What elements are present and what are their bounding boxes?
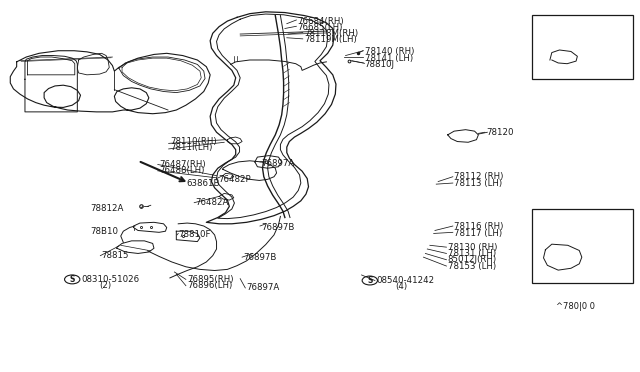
Text: 76630E: 76630E xyxy=(544,219,579,228)
Text: 78117 (LH): 78117 (LH) xyxy=(454,228,502,238)
Bar xyxy=(532,15,633,78)
Text: 78141 (LH): 78141 (LH) xyxy=(365,54,413,62)
Text: 76896(LH): 76896(LH) xyxy=(187,281,232,290)
Text: 76482P: 76482P xyxy=(218,175,250,184)
Text: 78B10: 78B10 xyxy=(90,227,118,236)
Text: 78116 (RH): 78116 (RH) xyxy=(454,222,504,231)
Text: 76897A: 76897A xyxy=(246,283,280,292)
Text: (4): (4) xyxy=(396,282,408,291)
Text: 7811I(LH): 7811I(LH) xyxy=(170,143,212,152)
Text: 08310-51026: 08310-51026 xyxy=(81,275,140,284)
Text: 78815: 78815 xyxy=(102,251,129,260)
Text: 78140 (RH): 78140 (RH) xyxy=(365,47,414,56)
Text: 78119M(LH): 78119M(LH) xyxy=(304,35,356,45)
Text: 63861B: 63861B xyxy=(186,179,220,187)
Text: 76897B: 76897B xyxy=(243,253,276,262)
Bar xyxy=(532,209,633,283)
Text: 76685(LH): 76685(LH) xyxy=(298,23,343,32)
Text: 76895(RH): 76895(RH) xyxy=(187,275,234,284)
Text: 78810J: 78810J xyxy=(365,60,395,69)
Text: 78812A: 78812A xyxy=(90,205,124,214)
Text: 76909: 76909 xyxy=(548,44,577,53)
Text: S: S xyxy=(367,276,372,285)
Text: 76488(LH): 76488(LH) xyxy=(159,166,204,175)
Text: 76684(RH): 76684(RH) xyxy=(298,17,344,26)
Text: 76487(RH): 76487(RH) xyxy=(159,160,205,169)
Text: ^780|0 0: ^780|0 0 xyxy=(556,302,595,311)
Text: 78120: 78120 xyxy=(486,128,513,137)
Text: 78113 (LH): 78113 (LH) xyxy=(454,179,502,187)
Text: 76482A: 76482A xyxy=(195,198,229,207)
Text: 76897A: 76897A xyxy=(261,158,294,167)
Text: 78118M(RH): 78118M(RH) xyxy=(304,29,358,38)
Text: 08540-41242: 08540-41242 xyxy=(376,276,435,285)
Text: S: S xyxy=(70,275,75,284)
Text: 78810F: 78810F xyxy=(178,230,211,240)
Text: 78153 (LH): 78153 (LH) xyxy=(448,262,496,270)
Text: 76897B: 76897B xyxy=(261,223,294,232)
Text: 78110(RH): 78110(RH) xyxy=(170,137,216,146)
Text: (2): (2) xyxy=(100,281,112,290)
Text: 78130 (RH): 78130 (RH) xyxy=(448,243,497,251)
Text: 78131 (LH): 78131 (LH) xyxy=(448,249,496,258)
Text: 78112 (RH): 78112 (RH) xyxy=(454,172,504,181)
Text: 85012J(RH): 85012J(RH) xyxy=(448,255,497,264)
